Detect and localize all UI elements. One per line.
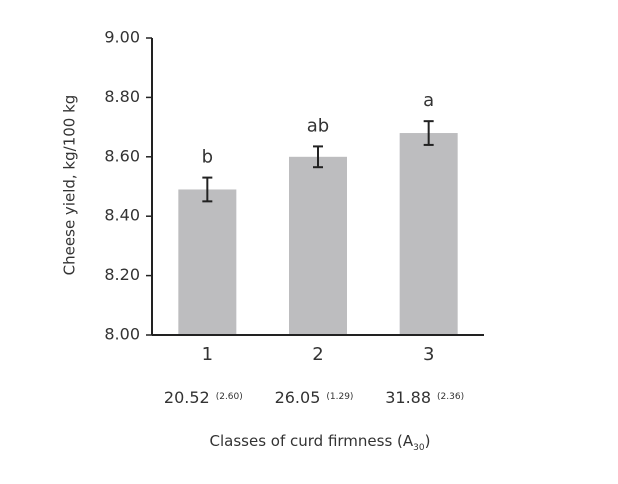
firmness-sd: (2.36) xyxy=(437,392,464,402)
firmness-mean: 26.05 xyxy=(275,388,321,407)
x-axis-label: Classes of curd firmness (A30) xyxy=(210,432,431,453)
firmness-sd: (1.29) xyxy=(326,392,353,402)
x-tick-label: 3 xyxy=(423,344,434,365)
y-tick-label: 8.00 xyxy=(104,325,140,344)
y-tick-label: 9.00 xyxy=(104,28,140,47)
x-label-text: Classes of curd firmness (A xyxy=(210,432,414,450)
significance-letter: b xyxy=(202,147,213,168)
bar xyxy=(399,133,458,335)
firmness-label: 31.88 (2.36) xyxy=(385,388,464,407)
bar xyxy=(178,189,237,335)
x-label-close: ) xyxy=(425,432,431,450)
firmness-mean: 31.88 xyxy=(385,388,431,407)
y-axis-label: Cheese yield, kg/100 kg xyxy=(61,95,79,276)
firmness-label: 20.52 (2.60) xyxy=(164,388,243,407)
bar xyxy=(289,156,347,335)
firmness-label: 26.05 (1.29) xyxy=(275,388,354,407)
firmness-sd: (2.60) xyxy=(216,392,243,402)
y-tick-label: 8.80 xyxy=(104,87,140,106)
x-tick-label: 1 xyxy=(202,344,213,365)
y-tick-label: 8.20 xyxy=(104,265,140,284)
firmness-mean: 20.52 xyxy=(164,388,210,407)
x-label-subscript: 30 xyxy=(413,443,425,453)
y-tick-label: 8.60 xyxy=(104,146,140,165)
x-tick-label: 2 xyxy=(312,344,323,365)
significance-letter: a xyxy=(423,90,434,111)
y-tick-label: 8.40 xyxy=(104,206,140,225)
significance-letter: ab xyxy=(307,115,329,136)
